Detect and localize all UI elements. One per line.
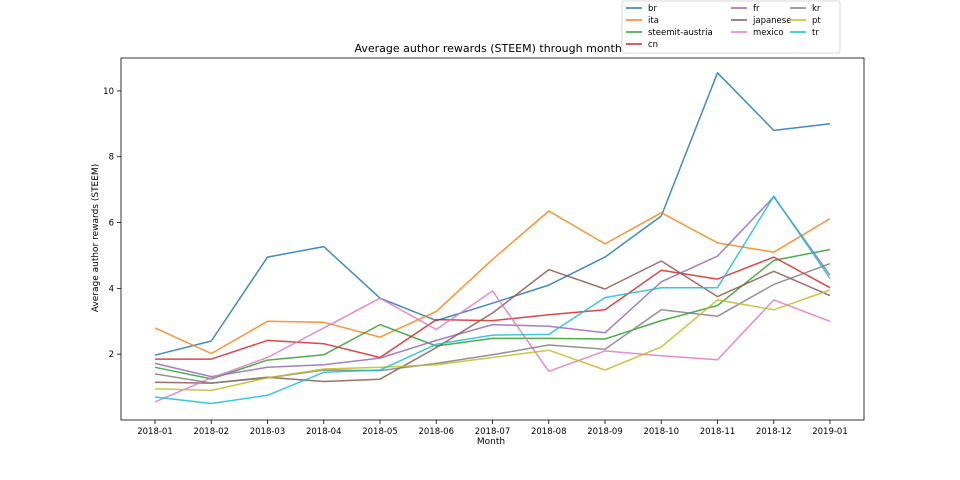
x-axis-ticks: 2018-01 2018-02 2018-03 2018-04 2018-05 2018-… [137,420,848,437]
x-tick-label: 2018-08 [531,427,567,437]
legend-label-fr: fr [753,4,760,14]
x-tick-label: 2018-03 [250,427,286,437]
series-line-cn [155,256,831,360]
series-lines [154,72,831,405]
x-tick-label: 2018-07 [475,427,511,437]
series-line-japanese [154,260,831,384]
y-tick-label: 4 [109,284,114,294]
x-tick-label: 2018-04 [306,427,342,437]
x-tick-label: 2018-01 [137,427,173,437]
x-tick-label: 2018-02 [193,427,229,437]
y-tick-label: 8 [109,153,114,163]
series-line-mexico [154,290,831,403]
x-tick-label: 2018-11 [700,427,736,437]
legend-label-kr: kr [812,4,821,14]
plot-frame [120,57,865,421]
legend-label-japanese: japanese [752,16,791,26]
x-axis-label: Month [477,437,505,447]
series-line-br [154,72,831,356]
x-tick-label: 2019-01 [812,427,848,437]
series-line-steemit-austria [154,248,831,380]
legend-box [621,0,841,54]
y-tick-label: 6 [109,219,114,229]
x-tick-label: 2018-10 [643,427,679,437]
legend: br ita steemit-austria cn fr japanese mexico kr… [621,0,841,54]
y-tick-label: 10 [103,87,114,97]
y-tick-label: 2 [109,350,114,360]
legend-label-tr: tr [812,28,819,38]
series-line-fr [154,196,831,378]
chart-title: Average author rewards (STEEM) through m… [354,42,627,55]
series-line-pt [154,289,831,392]
legend-label-br: br [648,4,657,14]
x-tick-label: 2018-09 [587,427,623,437]
x-tick-label: 2018-12 [756,427,792,437]
series-line-kr [154,262,831,384]
legend-label-cn: cn [648,40,658,50]
series-line-tr [154,195,831,405]
series-line-ita [154,210,831,355]
x-tick-label: 2018-05 [362,427,398,437]
legend-label-pt: pt [812,16,821,26]
legend-label-steemit-austria: steemit-austria [648,28,713,38]
y-axis-label: Average author rewards (STEEM) [91,164,101,312]
x-tick-label: 2018-06 [418,427,454,437]
legend-label-ita: ita [648,16,659,26]
y-axis-ticks: 2 4 6 8 10 [103,87,121,360]
legend-label-mexico: mexico [753,28,784,38]
